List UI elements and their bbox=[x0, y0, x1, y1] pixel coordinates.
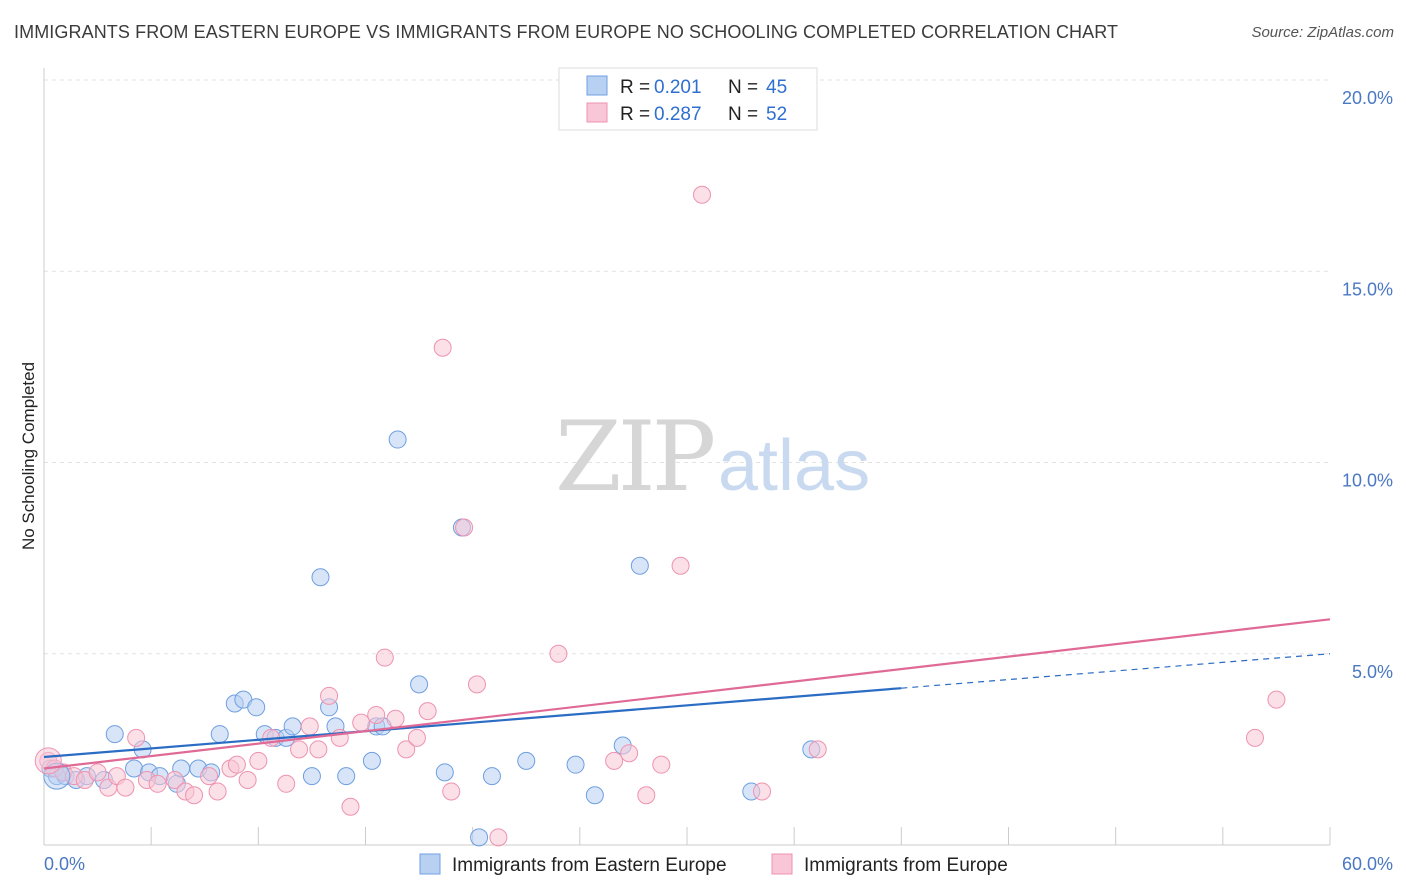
y-axis-label: No Schooling Completed bbox=[19, 362, 38, 550]
data-point-eastern-europe bbox=[283, 717, 302, 736]
y-tick-label: 10.0% bbox=[1342, 471, 1393, 491]
data-point-europe bbox=[808, 740, 827, 759]
stats-legend: R = 0.201 N = 45 R = 0.287 N = 52 bbox=[558, 67, 818, 131]
data-point-europe bbox=[549, 644, 568, 663]
data-point-eastern-europe bbox=[302, 767, 321, 786]
data-point-europe bbox=[433, 338, 452, 357]
trend-line-eastern-europe bbox=[43, 687, 902, 759]
data-point-eastern-europe bbox=[517, 751, 536, 770]
data-point-europe bbox=[367, 705, 386, 724]
data-point-europe bbox=[208, 782, 227, 801]
trend-line-eastern-europe-extension bbox=[901, 653, 1331, 689]
data-point-europe bbox=[605, 751, 624, 770]
legend-n-value: 52 bbox=[766, 104, 787, 125]
data-point-europe bbox=[34, 747, 62, 775]
data-point-europe bbox=[671, 556, 690, 575]
data-point-europe bbox=[637, 786, 656, 805]
legend-swatch-eastern-europe bbox=[586, 75, 608, 96]
data-point-eastern-europe bbox=[585, 786, 604, 805]
data-point-europe bbox=[116, 778, 135, 797]
data-point-europe bbox=[185, 786, 204, 805]
data-point-europe bbox=[418, 702, 437, 721]
y-tick-label: 15.0% bbox=[1342, 279, 1393, 299]
legend-r-label: R = bbox=[620, 104, 650, 125]
data-point-eastern-europe bbox=[210, 725, 229, 744]
data-point-europe bbox=[148, 774, 167, 793]
data-point-europe bbox=[320, 686, 339, 705]
watermark-atlas: atlas bbox=[718, 426, 870, 506]
legend-n-label: N = bbox=[728, 104, 758, 125]
data-point-europe bbox=[652, 755, 671, 774]
legend-r-label: R = bbox=[620, 77, 650, 98]
series-legend-swatch-europe bbox=[771, 853, 793, 875]
series-legend: Immigrants from Eastern Europe Immigrant… bbox=[419, 853, 1008, 876]
watermark: ZIP atlas bbox=[555, 401, 870, 513]
data-point-europe bbox=[1245, 728, 1264, 747]
data-point-europe bbox=[375, 648, 394, 667]
tick-labels: 5.0% 10.0% 15.0% 20.0% 0.0% 60.0% bbox=[44, 88, 1393, 874]
data-point-europe bbox=[277, 774, 296, 793]
data-point-europe bbox=[1267, 690, 1286, 709]
data-point-europe bbox=[455, 518, 474, 537]
watermark-zip: ZIP bbox=[555, 401, 714, 513]
data-point-europe bbox=[127, 728, 146, 747]
data-points bbox=[34, 185, 1286, 847]
data-point-europe bbox=[227, 755, 246, 774]
data-point-europe bbox=[309, 740, 328, 759]
data-point-europe bbox=[693, 185, 712, 204]
data-point-europe bbox=[300, 717, 319, 736]
data-point-eastern-europe bbox=[105, 725, 124, 744]
data-point-eastern-europe bbox=[388, 430, 407, 449]
data-point-eastern-europe bbox=[470, 828, 489, 847]
data-point-europe bbox=[386, 709, 405, 728]
data-point-eastern-europe bbox=[362, 751, 381, 770]
data-point-eastern-europe bbox=[311, 568, 330, 587]
data-point-eastern-europe bbox=[247, 698, 266, 717]
data-point-europe bbox=[249, 751, 268, 770]
legend-r-value: 0.201 bbox=[654, 77, 702, 98]
data-point-europe bbox=[88, 763, 107, 782]
trend-line-europe bbox=[43, 618, 1331, 770]
y-tick-label: 20.0% bbox=[1342, 88, 1393, 108]
chart-title: IMMIGRANTS FROM EASTERN EUROPE VS IMMIGR… bbox=[14, 22, 1119, 42]
data-point-eastern-europe bbox=[410, 675, 429, 694]
data-point-eastern-europe bbox=[566, 755, 585, 774]
legend-n-value: 45 bbox=[766, 77, 787, 98]
data-point-europe bbox=[341, 797, 360, 816]
data-point-eastern-europe bbox=[337, 767, 356, 786]
data-point-europe bbox=[489, 828, 508, 847]
series-legend-label-eastern-europe: Immigrants from Eastern Europe bbox=[452, 855, 727, 876]
data-point-europe bbox=[352, 713, 371, 732]
x-tick-label: 0.0% bbox=[44, 854, 85, 874]
legend-swatch-europe bbox=[586, 102, 608, 123]
series-legend-swatch-eastern-europe bbox=[419, 853, 441, 875]
data-point-eastern-europe bbox=[482, 767, 501, 786]
series-legend-label-europe: Immigrants from Europe bbox=[804, 855, 1008, 876]
y-tick-label: 5.0% bbox=[1352, 662, 1393, 682]
legend-r-value: 0.287 bbox=[654, 104, 702, 125]
data-point-europe bbox=[467, 675, 486, 694]
data-point-europe bbox=[753, 782, 772, 801]
data-point-europe bbox=[442, 782, 461, 801]
data-point-eastern-europe bbox=[630, 556, 649, 575]
data-point-europe bbox=[407, 728, 426, 747]
data-point-europe bbox=[238, 770, 257, 789]
data-point-europe bbox=[397, 740, 416, 759]
legend-n-label: N = bbox=[728, 77, 758, 98]
x-tick-label: 60.0% bbox=[1342, 854, 1393, 874]
data-point-eastern-europe bbox=[435, 763, 454, 782]
data-point-europe bbox=[620, 744, 639, 763]
trend-lines bbox=[43, 618, 1331, 770]
data-point-europe bbox=[290, 740, 309, 759]
source-label: Source: ZipAtlas.com bbox=[1251, 24, 1394, 41]
data-point-europe bbox=[200, 767, 219, 786]
data-point-europe bbox=[165, 770, 184, 789]
